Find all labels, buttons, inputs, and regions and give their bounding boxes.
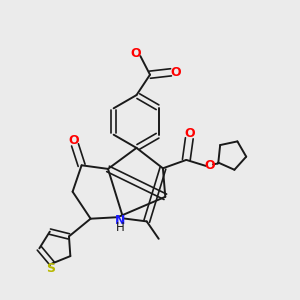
Text: O: O [68,134,79,147]
Text: O: O [204,159,215,172]
Text: O: O [130,46,141,60]
Text: O: O [170,66,181,79]
Text: O: O [184,127,195,140]
Text: S: S [46,262,55,275]
Text: N: N [115,214,125,227]
Text: H: H [116,221,125,234]
